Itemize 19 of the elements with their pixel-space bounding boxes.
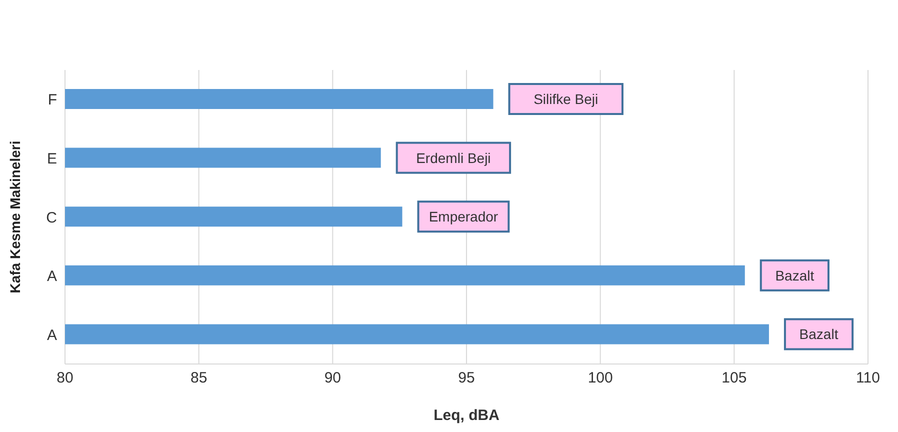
- x-tick-label: 80: [56, 370, 74, 387]
- data-label: Erdemli Beji: [416, 150, 491, 166]
- x-tick-label: 90: [324, 370, 342, 387]
- y-axis-title: Kafa Kesme Makineleri: [6, 140, 23, 294]
- data-label: Bazalt: [775, 267, 814, 284]
- data-label: Bazalt: [799, 326, 838, 342]
- x-tick-label: 105: [722, 370, 747, 387]
- y-tick-label: A: [46, 268, 57, 286]
- y-tick-label: C: [46, 209, 58, 226]
- y-tick-label: E: [46, 150, 57, 168]
- x-tick-label: 95: [458, 370, 475, 387]
- data-label: Silifke Beji: [534, 91, 598, 107]
- x-tick-label: 110: [856, 370, 880, 387]
- x-tick-label: 100: [588, 370, 613, 387]
- y-tick-label: A: [46, 326, 57, 344]
- x-axis-title: Leq, dBA: [434, 407, 500, 424]
- data-label: Emperador: [428, 208, 498, 225]
- y-tick-label: F: [48, 92, 57, 109]
- x-tick-label: 85: [190, 370, 208, 387]
